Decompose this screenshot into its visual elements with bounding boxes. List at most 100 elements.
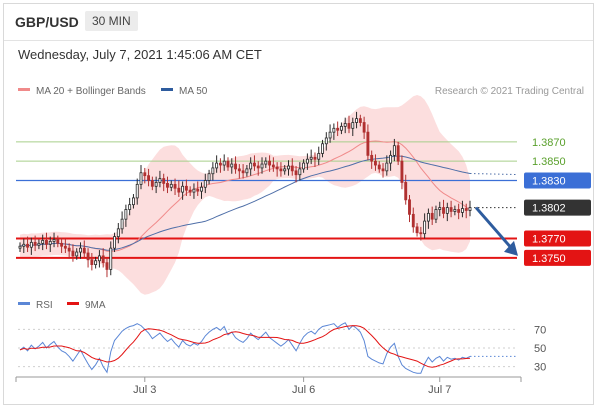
candle-body-119 xyxy=(468,207,472,211)
candle-body-39 xyxy=(166,182,169,188)
candle-body-102 xyxy=(404,182,408,201)
price-layer: 1.3870 1.3850 1.3830 1.3802 1.3770 1.3750 xyxy=(16,95,591,295)
legend-label-bollinger: MA 20 + Bollinger Bands xyxy=(36,86,146,97)
candle-body-55 xyxy=(226,160,230,168)
candle-body-108 xyxy=(426,212,430,222)
candle-body-107 xyxy=(423,220,427,235)
candle-body-96 xyxy=(381,168,385,172)
timeframe-badge[interactable]: 30 MIN xyxy=(85,11,138,31)
candle-body-48 xyxy=(200,186,203,192)
candle-body-45 xyxy=(188,189,192,193)
candle-body-24 xyxy=(109,247,113,270)
candle-body-22 xyxy=(101,255,105,264)
x-tick-label-1: Jul 6 xyxy=(292,384,315,396)
candle-body-1 xyxy=(22,243,26,247)
candle-body-77 xyxy=(309,156,313,160)
candle-body-62 xyxy=(253,162,256,167)
candle-body-87 xyxy=(347,123,351,129)
candle-body-109 xyxy=(430,212,434,220)
chart-datetime: Wednesday, July 7, 2021 1:45:06 AM CET xyxy=(18,47,262,62)
candle-body-61 xyxy=(249,162,253,170)
candle-body-47 xyxy=(196,188,200,192)
bollinger-band xyxy=(20,95,470,295)
candle-body-12 xyxy=(63,245,67,249)
candle-body-29 xyxy=(128,204,132,210)
candle-body-95 xyxy=(377,164,381,170)
x-tick-label-0: Jul 3 xyxy=(133,384,156,396)
candle-body-70 xyxy=(283,168,287,172)
candle-body-28 xyxy=(124,209,128,220)
candle-body-113 xyxy=(445,207,449,214)
candle-body-27 xyxy=(120,218,124,230)
candle-body-105 xyxy=(415,226,419,234)
candle-body-86 xyxy=(343,123,347,127)
price-chart: MA 20 + Bollinger Bands MA 50 Research ©… xyxy=(15,86,591,396)
candle-body-38 xyxy=(162,178,166,184)
level-box-1-3830 xyxy=(524,172,591,189)
candle-body-6 xyxy=(41,240,45,244)
candle-body-60 xyxy=(245,168,249,174)
candle-body-25 xyxy=(113,236,116,249)
candle-body-57 xyxy=(234,163,237,170)
candle-body-76 xyxy=(305,158,309,164)
candle-body-101 xyxy=(400,160,404,183)
candle-body-78 xyxy=(313,156,317,160)
candle-body-9 xyxy=(52,239,56,242)
credit-text: Research © 2021 Trading Central xyxy=(435,86,584,97)
candle-body-103 xyxy=(408,199,411,215)
level-label-1-3770: 1.3770 xyxy=(532,234,566,246)
candle-body-13 xyxy=(67,247,71,252)
candle-body-66 xyxy=(268,160,272,166)
ma50-projection xyxy=(469,173,518,176)
candle-body-19 xyxy=(90,259,94,265)
candle-body-63 xyxy=(256,165,260,169)
legend-label-9ma: 9MA xyxy=(85,300,106,311)
candle-body-0 xyxy=(18,245,22,249)
candle-body-74 xyxy=(298,168,302,176)
candle-body-91 xyxy=(362,122,366,133)
candle-body-104 xyxy=(411,213,415,228)
candle-body-20 xyxy=(94,260,98,266)
candle-body-73 xyxy=(294,170,298,176)
forecast-arrow-shaft xyxy=(474,206,514,250)
candle-body-90 xyxy=(358,118,362,123)
ma50-line xyxy=(19,155,471,251)
candle-body-44 xyxy=(184,185,188,191)
candle-body-69 xyxy=(279,168,283,172)
level-label-1-3870: 1.3870 xyxy=(532,137,566,149)
candle-body-18 xyxy=(86,252,90,261)
candle-body-35 xyxy=(150,180,154,187)
candle-body-117 xyxy=(460,208,464,213)
candle-body-43 xyxy=(181,185,185,193)
candle-body-41 xyxy=(173,183,177,189)
rsi-line xyxy=(19,322,471,374)
x-axis: Jul 3 Jul 6 Jul 7 xyxy=(15,376,522,396)
candle-body-112 xyxy=(442,207,445,214)
candle-body-3 xyxy=(29,241,33,248)
candle-body-17 xyxy=(82,247,86,254)
rsi-tick-50: 50 xyxy=(534,343,546,355)
chart-frame: GBP/USD 30 MIN Wednesday, July 7, 2021 1… xyxy=(3,3,594,405)
level-box-1-3770 xyxy=(524,230,591,247)
candle-body-80 xyxy=(321,143,324,154)
candle-body-52 xyxy=(215,162,219,169)
candle-body-51 xyxy=(211,167,215,175)
candle-body-59 xyxy=(241,170,245,174)
candle-body-115 xyxy=(453,209,457,212)
candle-body-50 xyxy=(207,173,211,181)
candle-body-89 xyxy=(355,118,358,123)
legend-swatch-9ma xyxy=(67,302,79,305)
candle-body-58 xyxy=(237,168,241,172)
candle-body-14 xyxy=(71,250,75,257)
candle-body-110 xyxy=(434,209,438,220)
rsi-tick-30: 30 xyxy=(534,362,546,374)
candle-body-99 xyxy=(392,145,396,156)
candle-body-23 xyxy=(105,262,109,270)
candle-body-46 xyxy=(192,188,196,193)
current-price-label: 1.3802 xyxy=(532,203,566,215)
candle-body-42 xyxy=(177,187,181,193)
candle-body-92 xyxy=(366,131,370,156)
candle-body-68 xyxy=(275,166,279,170)
candle-body-82 xyxy=(328,131,332,139)
candle-body-88 xyxy=(351,122,355,129)
